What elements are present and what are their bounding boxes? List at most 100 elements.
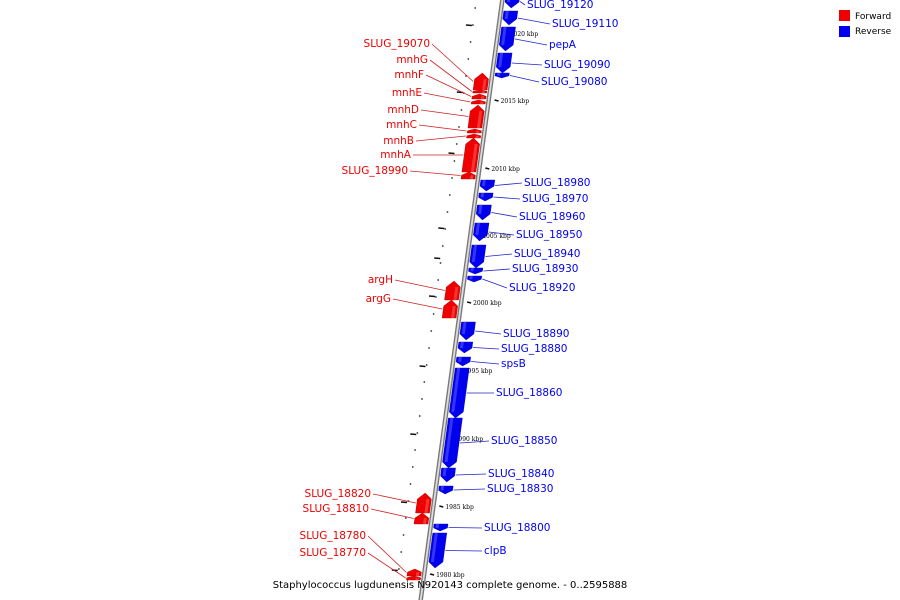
- gene-label-reverse: SLUG_18920: [509, 282, 575, 294]
- gene-labels: SLUG_19120 SLUG_19110 pepA SLUG_19090 SLUG_1…: [300, 0, 618, 579]
- gene-arrow-shade: [471, 245, 477, 262]
- gene-arrow-shade: [476, 130, 480, 133]
- gene-label-reverse: clpB: [484, 545, 507, 557]
- gene-arrow-shade: [476, 111, 483, 128]
- gene-arrow-shade: [442, 468, 447, 476]
- minor-dot: [435, 296, 437, 298]
- gene-arrow-shade: [444, 418, 454, 462]
- gene-arrow-shade: [470, 144, 478, 172]
- minor-dot: [458, 126, 460, 128]
- minor-dot: [455, 143, 458, 145]
- gene-label-leader: [483, 268, 511, 272]
- gene-label-reverse: SLUG_19080: [541, 76, 607, 88]
- gene-label-leader: [519, 1, 526, 6]
- gene-label-leader: [473, 347, 500, 350]
- gene-label-leader: [509, 75, 540, 83]
- gene-label-leader: [471, 361, 500, 365]
- gene-label-reverse: pepA: [549, 39, 577, 51]
- gene-label-leader: [372, 493, 416, 504]
- gene-arrow-shade: [435, 524, 439, 528]
- minor-dot: [404, 517, 407, 519]
- gene-label-leader: [485, 253, 513, 257]
- gene-label-reverse: SLUG_18860: [496, 387, 562, 399]
- gene-label-reverse: SLUG_18890: [503, 328, 569, 340]
- gene-label-reverse: SLUG_19090: [544, 59, 610, 71]
- gene-arrow-reverse: [469, 244, 487, 269]
- gene-label-reverse: spsB: [501, 358, 526, 370]
- gene-label-leader: [370, 508, 414, 519]
- gene-arrow-shade: [482, 180, 486, 187]
- gene-label-leader: [425, 74, 472, 97]
- gene-label-leader: [429, 59, 473, 92]
- kbp-tick-label: 1990 kbp: [455, 436, 484, 443]
- gene-arrow-shade: [469, 276, 473, 280]
- gene-arrow-reverse: [495, 52, 513, 74]
- gene-arrow-forward: [444, 280, 461, 301]
- gene-arrow-shade: [415, 572, 420, 576]
- kbp-tick: [439, 505, 444, 508]
- gene-arrow-forward: [467, 104, 485, 129]
- kbp-tick: [466, 301, 472, 304]
- gene-label-reverse: SLUG_18950: [516, 229, 582, 241]
- minor-dot: [411, 466, 414, 468]
- kbp-ticks: 2020 kbp 2015 kbp 2010 kbp 2005 kbp 2000 kbp…: [429, 31, 539, 579]
- minor-dot: [437, 279, 440, 281]
- minor-dot: [467, 58, 470, 60]
- gene-label-forward: mnhC: [386, 119, 417, 131]
- legend-forward-swatch: [839, 10, 850, 21]
- gene-label-forward: SLUG_18780: [300, 530, 366, 542]
- gene-label-leader: [415, 135, 466, 142]
- gene-label-reverse: SLUG_18980: [524, 177, 590, 189]
- minor-dash: [410, 433, 417, 436]
- gene-label-leader: [367, 535, 407, 573]
- minor-dot: [439, 262, 442, 264]
- kbp-tick-label: 2010 kbp: [491, 166, 520, 173]
- gene-arrow-shade: [458, 357, 462, 362]
- minor-dash: [465, 24, 472, 27]
- minor-dot: [432, 313, 435, 315]
- gene-label-forward: argH: [368, 274, 393, 286]
- minor-dot: [421, 398, 423, 400]
- minor-dot: [398, 568, 400, 570]
- gene-label-reverse: SLUG_18850: [491, 435, 557, 447]
- gene-label-leader: [488, 231, 515, 236]
- gene-arrow-shade: [415, 577, 419, 580]
- gene-label-forward: mnhE: [392, 87, 422, 99]
- minor-dot: [400, 551, 403, 553]
- minor-dash: [448, 152, 455, 155]
- gene-label-leader: [453, 488, 486, 491]
- gene-arrow-shade: [480, 96, 485, 99]
- gene-arrow-shade: [482, 79, 487, 90]
- gene-arrow-reverse: [498, 26, 516, 52]
- gene-label-forward: mnhA: [380, 149, 412, 161]
- minor-dot: [395, 585, 398, 587]
- kbp-tick-label: 1995 kbp: [464, 368, 493, 375]
- gene-arrow-shade: [453, 287, 459, 300]
- gene-label-leader: [423, 92, 471, 103]
- kbp-tick-label: 2020 kbp: [510, 31, 539, 38]
- gene-label-reverse: SLUG_19110: [552, 18, 618, 30]
- genome-backbone: [418, 0, 505, 600]
- gene-label-forward: SLUG_19070: [364, 38, 430, 50]
- kbp-tick: [429, 573, 435, 576]
- gene-arrow-shade: [424, 499, 430, 513]
- gene-label-reverse: SLUG_19120: [527, 0, 593, 11]
- minor-dot: [430, 330, 433, 332]
- kbp-tick-label: 2005 kbp: [482, 233, 511, 240]
- minor-dot: [460, 109, 463, 111]
- gene-arrow-shade: [430, 533, 438, 562]
- gene-label-leader: [394, 279, 445, 291]
- minor-dot: [446, 211, 449, 213]
- gene-label-forward: mnhD: [387, 104, 419, 116]
- minor-dash: [391, 569, 398, 572]
- minor-dash: [434, 257, 441, 260]
- legend-forward-label: Forward: [855, 12, 891, 22]
- gene-label-reverse: SLUG_18840: [488, 468, 554, 480]
- minor-dot: [414, 449, 416, 451]
- gene-arrow-shade: [504, 11, 509, 19]
- gene-arrow-shade: [481, 91, 485, 93]
- gene-arrow-shade: [475, 223, 480, 235]
- gene-label-reverse: SLUG_18880: [501, 343, 567, 355]
- minor-dash: [419, 365, 426, 368]
